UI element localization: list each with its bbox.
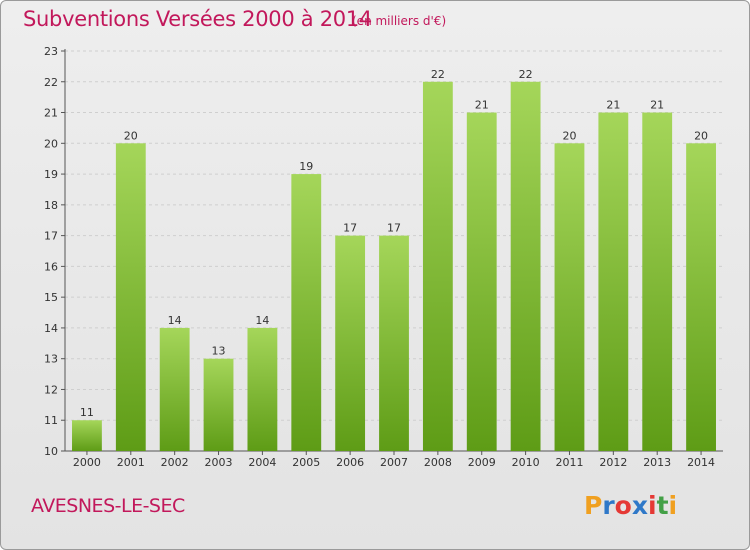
bar (115, 143, 146, 452)
data-label: 21 (475, 99, 489, 112)
x-tick-label: 2000 (73, 456, 101, 469)
y-tick-label: 18 (44, 199, 58, 212)
x-tick-label: 2014 (687, 456, 715, 469)
y-tick-label: 13 (44, 353, 58, 366)
y-tick-label: 12 (44, 383, 58, 396)
logo-letter: o (614, 491, 632, 520)
x-tick-label: 2009 (468, 456, 496, 469)
x-tick-label: 2012 (599, 456, 627, 469)
bar (686, 143, 716, 452)
logo-letter: i (668, 491, 678, 520)
x-tick-label: 2008 (424, 456, 452, 469)
bar (72, 420, 102, 451)
bar (642, 112, 673, 452)
x-tick-label: 2003 (205, 456, 233, 469)
x-tick-label: 2002 (161, 456, 189, 469)
logo-letter: P (584, 491, 603, 520)
data-label: 22 (431, 68, 445, 81)
bar (159, 327, 190, 451)
y-tick-label: 15 (44, 291, 58, 304)
data-label: 14 (168, 314, 182, 327)
y-tick-label: 23 (44, 45, 58, 58)
y-tick-label: 19 (44, 168, 58, 181)
bar (379, 235, 409, 451)
x-tick-label: 2005 (292, 456, 320, 469)
x-tick-label: 2010 (512, 456, 540, 469)
y-tick-label: 22 (44, 76, 58, 89)
data-label: 13 (212, 345, 226, 358)
x-tick-label: 2007 (380, 456, 408, 469)
data-label: 20 (694, 129, 708, 142)
logo-letter: x (631, 491, 648, 520)
x-tick-label: 2013 (643, 456, 671, 469)
y-tick-label: 16 (44, 260, 58, 273)
x-tick-label: 2011 (555, 456, 583, 469)
y-tick-label: 21 (44, 107, 58, 120)
data-label: 11 (80, 406, 94, 419)
data-label: 20 (562, 129, 576, 142)
x-tick-label: 2004 (248, 456, 276, 469)
y-tick-label: 20 (44, 137, 58, 150)
y-tick-label: 17 (44, 230, 58, 243)
bar (247, 327, 278, 451)
bar (335, 235, 366, 451)
data-label: 21 (650, 99, 664, 112)
y-tick-label: 14 (44, 322, 58, 335)
bar (510, 81, 541, 452)
chart-title: Subventions Versées 2000 à 2014 (23, 7, 372, 31)
data-label: 20 (124, 129, 138, 142)
bar (466, 112, 497, 452)
commune-name: AVESNES-LE-SEC (31, 495, 185, 517)
y-tick-label: 11 (44, 414, 58, 427)
data-label: 21 (606, 99, 620, 112)
data-label: 17 (343, 222, 357, 235)
proxiti-logo: Proxiti (584, 491, 677, 520)
data-label: 17 (387, 222, 401, 235)
bar (554, 143, 585, 452)
data-label: 22 (519, 68, 533, 81)
logo-letter: r (602, 491, 615, 520)
bar (203, 358, 234, 451)
bar (422, 81, 453, 452)
bar (598, 112, 629, 452)
chart-subtitle: (en milliers d'€) (352, 14, 447, 28)
data-label: 19 (299, 160, 313, 173)
x-tick-label: 2001 (117, 456, 145, 469)
logo-letter: i (648, 491, 657, 520)
y-tick-label: 10 (44, 445, 58, 458)
bar (291, 174, 322, 452)
bars (72, 81, 716, 452)
data-label: 14 (255, 314, 269, 327)
x-tick-label: 2006 (336, 456, 364, 469)
value-labels: 11 20 14 13 14 19 17 17 22 21 22 20 21 21 20 (80, 68, 708, 419)
logo-letter: t (656, 491, 669, 520)
